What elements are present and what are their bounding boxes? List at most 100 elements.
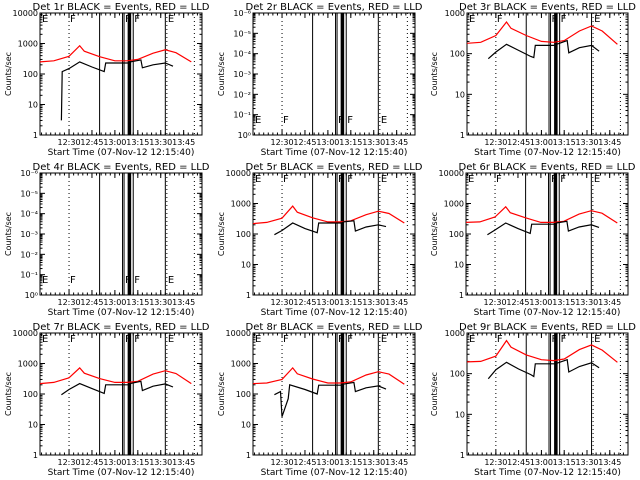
plot-frame xyxy=(252,12,416,136)
marker-label: F xyxy=(134,334,140,345)
marker-label: F xyxy=(283,174,289,185)
plot-frame xyxy=(466,332,629,456)
x-tick-label: 13:00 xyxy=(530,138,553,147)
events-series-line xyxy=(274,220,387,236)
y-tick-label: 100 xyxy=(236,390,251,399)
marker-label: F xyxy=(70,14,76,25)
y-tick-label: 1000 xyxy=(231,200,251,209)
panel-title: Det 1r BLACK = Events, RED = LLD xyxy=(33,2,210,13)
x-tick-label: 13:00 xyxy=(316,298,339,307)
y-tick-label: 10 xyxy=(454,261,464,270)
x-tick-label: 12:45 xyxy=(80,298,103,307)
x-tick-label: 13:30 xyxy=(575,138,598,147)
x-tick-label: 13:30 xyxy=(575,458,598,467)
y-axis-label: Counts/sec xyxy=(4,52,13,96)
panel-det-4: Det 4r BLACK = Events, RED = LLD 10⁰ 10⁻¹ 1… xyxy=(4,162,210,318)
marker-label: E xyxy=(469,14,475,25)
x-tick-label: 12:45 xyxy=(293,138,316,147)
marker-label: E xyxy=(42,14,48,25)
y-tick-label: 10⁰ xyxy=(25,291,38,300)
panel-title: Det 6r BLACK = Events, RED = LLD xyxy=(459,162,636,173)
x-tick-label: 12:45 xyxy=(506,298,529,307)
marker-label: F xyxy=(70,334,76,345)
x-tick-label: 13:15 xyxy=(339,458,362,467)
panel-title: Det 7r BLACK = Events, RED = LLD xyxy=(33,322,210,333)
y-tick-label: 100 xyxy=(449,230,464,239)
plot-frame xyxy=(252,332,416,456)
y-tick-label: 10⁻⁴ xyxy=(20,210,38,219)
x-tick-label: 13:45 xyxy=(598,298,621,307)
x-tick-label: 12:30 xyxy=(58,298,81,307)
marker-label: E xyxy=(42,334,48,345)
x-tick-label: 12:30 xyxy=(271,138,294,147)
x-tick-label: 13:30 xyxy=(149,298,172,307)
marker-label: E xyxy=(468,174,474,185)
marker-label: F xyxy=(347,174,353,185)
x-tick-label: 13:45 xyxy=(598,458,621,467)
events-series-line xyxy=(60,59,174,121)
marker-label: F xyxy=(497,334,503,345)
x-tick-label: 13:15 xyxy=(126,138,149,147)
x-tick-label: 12:30 xyxy=(58,458,81,467)
y-tick-label: 10⁰ xyxy=(238,131,251,140)
x-tick-label: 12:45 xyxy=(293,298,316,307)
y-axis-label: Counts/sec xyxy=(217,372,226,416)
y-tick-label: 10 xyxy=(241,421,251,430)
plot-frame xyxy=(466,12,629,136)
y-tick-label: 10⁻² xyxy=(233,90,251,99)
y-axis-label: Counts/sec xyxy=(217,52,226,96)
marker-label: E xyxy=(381,334,387,345)
x-tick-label: 13:45 xyxy=(172,138,195,147)
y-tick-label: 10⁻¹ xyxy=(20,271,38,280)
marker-label: F xyxy=(496,174,502,185)
x-tick-label: 13:30 xyxy=(149,458,172,467)
x-tick-label: 12:30 xyxy=(58,138,81,147)
y-tick-label: 10⁻⁶ xyxy=(233,9,251,18)
marker-label: E xyxy=(42,275,48,286)
plot-frame xyxy=(39,332,203,456)
marker-label: F xyxy=(552,334,558,345)
x-axis-label: Start Time (07-Nov-12 12:15:40) xyxy=(48,468,195,478)
marker-label: F xyxy=(125,334,131,345)
y-tick-label: 10⁻¹ xyxy=(233,111,251,120)
x-tick-label: 13:45 xyxy=(385,138,408,147)
y-axis-label: Counts/sec xyxy=(4,212,13,256)
marker-label: E xyxy=(255,174,261,185)
marker-label: E xyxy=(255,115,261,126)
x-axis-label: Start Time (07-Nov-12 12:15:40) xyxy=(261,468,408,478)
x-tick-label: 13:30 xyxy=(575,298,598,307)
y-tick-label: 10⁻³ xyxy=(20,230,38,239)
x-tick-label: 13:00 xyxy=(103,138,126,147)
y-axis-label: Counts/sec xyxy=(430,212,439,256)
y-tick-label: 10⁻⁴ xyxy=(233,50,251,59)
x-tick-label: 13:15 xyxy=(339,298,362,307)
x-tick-label: 13:00 xyxy=(103,298,126,307)
events-series-line xyxy=(487,39,600,60)
x-tick-label: 12:45 xyxy=(80,458,103,467)
y-tick-label: 100 xyxy=(23,70,38,79)
x-tick-label: 13:30 xyxy=(362,138,385,147)
x-tick-label: 12:30 xyxy=(484,458,507,467)
x-axis-label: Start Time (07-Nov-12 12:15:40) xyxy=(261,308,408,318)
y-tick-label: 1 xyxy=(33,131,38,140)
plot-frame xyxy=(39,172,203,296)
y-tick-label: 10⁻² xyxy=(20,250,38,259)
marker-label: E xyxy=(168,334,174,345)
y-axis-label: Counts/sec xyxy=(430,52,439,96)
panel-det-8: Det 8r BLACK = Events, RED = LLD 1 10 100 10… xyxy=(217,322,423,478)
marker-label: F xyxy=(552,14,558,25)
x-tick-label: 12:30 xyxy=(484,138,507,147)
lld-series-line xyxy=(466,339,618,363)
x-tick-label: 12:45 xyxy=(293,458,316,467)
y-tick-label: 1000 xyxy=(18,40,38,49)
marker-label: F xyxy=(561,334,567,345)
panel-title: Det 5r BLACK = Events, RED = LLD xyxy=(246,162,423,173)
x-tick-label: 12:30 xyxy=(271,298,294,307)
y-tick-label: 1000 xyxy=(445,329,465,338)
marker-label: E xyxy=(594,174,600,185)
y-tick-label: 100 xyxy=(23,390,38,399)
x-tick-label: 13:00 xyxy=(529,298,552,307)
x-axis-label: Start Time (07-Nov-12 12:15:40) xyxy=(474,308,621,318)
x-tick-label: 13:00 xyxy=(316,458,339,467)
panel-det-9: Det 9r BLACK = Events, RED = LLD 1 10 100 10… xyxy=(430,322,636,478)
